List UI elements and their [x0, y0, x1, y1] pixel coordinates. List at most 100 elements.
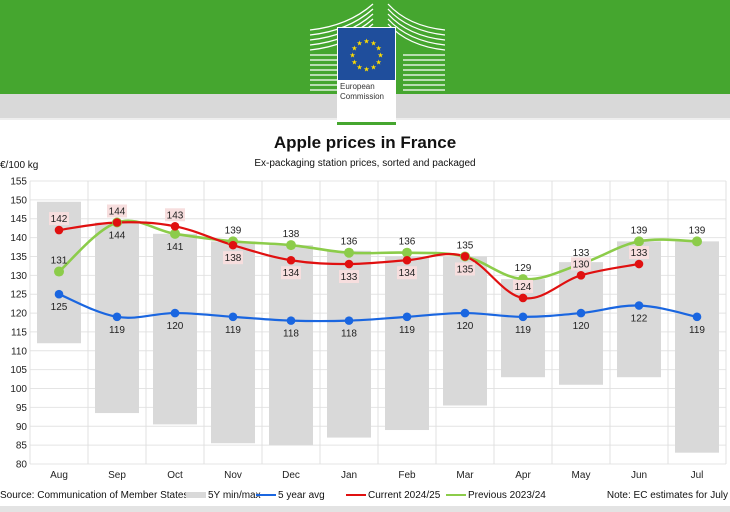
data-label-bg: [107, 204, 127, 218]
data-point: [112, 218, 122, 227]
data-label: 119: [225, 325, 241, 336]
x-tick-label: Dec: [282, 470, 300, 480]
data-label: 125: [51, 302, 68, 313]
x-tick-label: Jul: [691, 470, 704, 480]
x-tick-label: Nov: [224, 470, 242, 480]
y-axis-label: €/100 kg: [0, 160, 39, 171]
x-tick-label: Feb: [398, 470, 416, 480]
data-label: 120: [573, 321, 590, 332]
chart-title: Apple prices in France: [273, 133, 457, 152]
footer-band: [0, 506, 730, 512]
data-label-bg: [571, 257, 591, 271]
y-tick-label: 140: [10, 233, 27, 244]
data-label: 133: [631, 248, 648, 259]
data-label: 131: [51, 256, 68, 267]
data-point: [518, 312, 528, 322]
data-point: [402, 255, 412, 265]
y-tick-label: 95: [16, 403, 28, 414]
data-label: 138: [283, 229, 300, 240]
eu-star-icon: ★: [356, 64, 362, 72]
data-label: 119: [689, 325, 705, 336]
data-label-bg: [165, 208, 185, 222]
data-label: 143: [167, 210, 184, 221]
y-tick-label: 110: [11, 346, 27, 357]
data-label: 139: [631, 225, 648, 236]
data-label: 142: [51, 214, 68, 225]
data-point: [170, 228, 180, 239]
y-tick-label: 85: [16, 441, 28, 452]
eu-star-icon: ★: [351, 59, 357, 67]
data-label-bg: [455, 262, 475, 276]
data-point: [518, 293, 528, 303]
range-bar: [211, 241, 255, 444]
y-tick-label: 100: [10, 384, 27, 395]
x-tick-label: Aug: [50, 470, 68, 480]
eu-star-icon: ★: [356, 39, 362, 47]
source-text: Source: Communication of Member States: [0, 490, 189, 501]
data-point: [170, 221, 180, 231]
legend-item-current: Current 2024/25: [346, 490, 440, 501]
range-bar: [385, 256, 429, 431]
data-label: 133: [573, 248, 590, 259]
data-label: 138: [225, 253, 242, 264]
data-label-bg: [281, 266, 301, 280]
note-text: Note: EC estimates for July: [606, 490, 728, 501]
data-label: 119: [515, 325, 531, 336]
eu-star-icon: ★: [377, 52, 383, 60]
data-point: [692, 236, 702, 247]
data-point: [634, 259, 644, 269]
data-point: [286, 240, 296, 251]
data-label: 135: [457, 264, 474, 275]
data-label: 136: [341, 237, 358, 248]
data-label: 119: [109, 325, 125, 336]
y-tick-label: 90: [16, 422, 28, 433]
data-point: [54, 266, 64, 277]
data-point: [286, 255, 296, 265]
y-tick-label: 80: [16, 460, 28, 471]
logo-text-line1: European: [340, 82, 375, 91]
data-point: [402, 247, 412, 258]
data-point: [344, 316, 354, 325]
logo-text-line2: Commission: [340, 92, 385, 101]
data-point: [460, 308, 470, 318]
x-tick-label: Oct: [167, 470, 183, 480]
eu-flag-icon: ★ ★ ★ ★ ★ ★ ★ ★ ★ ★ ★ ★: [338, 28, 395, 80]
x-tick-label: Jan: [341, 470, 357, 480]
data-label: 139: [225, 225, 242, 236]
data-label-bg: [397, 266, 417, 280]
eu-star-icon: ★: [370, 39, 376, 47]
data-point: [402, 312, 412, 322]
series-line: [58, 293, 698, 323]
data-point: [54, 289, 64, 299]
data-point: [576, 271, 586, 280]
data-label: 118: [341, 329, 357, 340]
data-label: 135: [457, 240, 474, 251]
y-tick-label: 105: [10, 365, 27, 376]
legend-item-range: 5Y min/max: [186, 490, 261, 501]
eu-star-icon: ★: [351, 45, 357, 53]
data-label: 136: [399, 237, 416, 248]
data-label: 144: [109, 231, 126, 242]
y-tick-label: 125: [10, 290, 27, 301]
data-point: [576, 308, 586, 318]
data-label: 119: [399, 325, 415, 336]
y-tick-label: 145: [10, 214, 27, 225]
data-label: 129: [515, 263, 532, 274]
data-point: [692, 312, 702, 322]
range-bar: [443, 256, 487, 406]
data-label: 133: [341, 272, 358, 283]
x-tick-label: Jun: [631, 470, 647, 480]
data-label-bg: [49, 212, 69, 226]
data-label: 118: [283, 329, 299, 340]
data-label: 120: [457, 321, 474, 332]
data-label: 120: [167, 321, 184, 332]
eu-star-icon: ★: [375, 45, 381, 53]
data-point: [228, 240, 238, 250]
legend-item-avg: 5 year avg: [256, 490, 325, 501]
data-label: 134: [399, 268, 416, 279]
data-label: 124: [515, 282, 532, 293]
data-point: [634, 301, 644, 310]
data-point: [460, 252, 470, 261]
data-point: [344, 247, 354, 258]
chart-subtitle: Ex-packaging station prices, sorted and …: [254, 158, 476, 169]
